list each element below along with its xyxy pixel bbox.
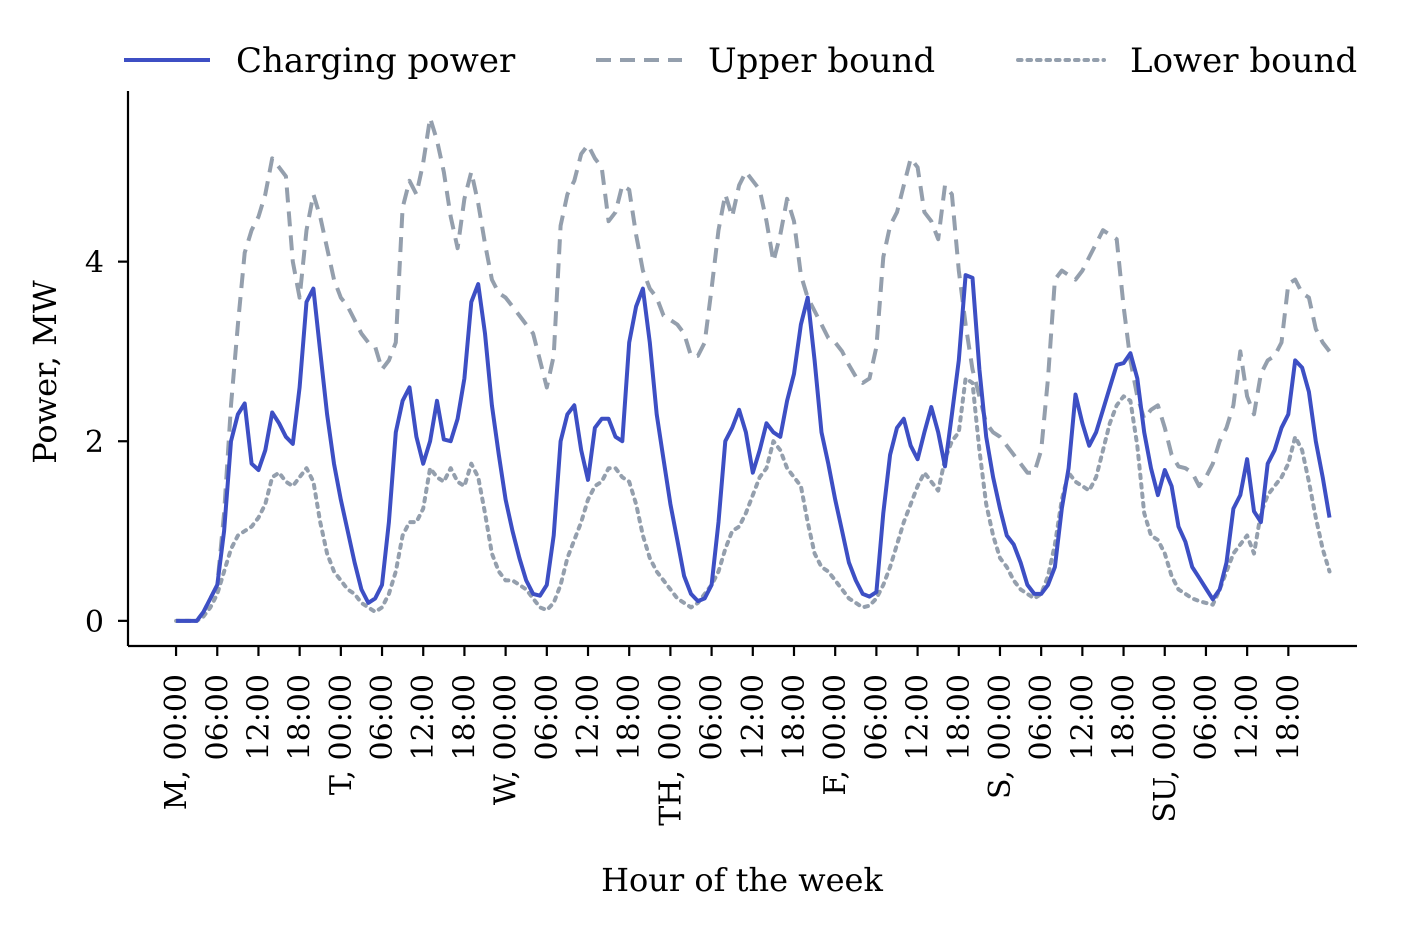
x-tick-label: 06:00 xyxy=(695,674,730,760)
y-axis-ticks: 0 2 4 xyxy=(85,246,128,640)
x-tick-label: 18:00 xyxy=(777,674,812,760)
x-tick-label: 06:00 xyxy=(530,674,565,760)
series-line-charging-power xyxy=(176,273,1332,623)
axes xyxy=(126,91,1357,648)
x-tick-label: 18:00 xyxy=(1271,674,1306,760)
legend-label: Lower bound xyxy=(1130,41,1357,81)
legend: Charging power Upper bound Lower bound xyxy=(124,41,1357,81)
x-tick-label: 18:00 xyxy=(612,674,647,760)
x-tick-label: 18:00 xyxy=(447,674,482,760)
x-tick-label: M, 00:00 xyxy=(159,674,194,810)
x-tick-label: 18:00 xyxy=(1107,674,1142,760)
x-axis-title: Hour of the week xyxy=(601,861,883,899)
x-tick-label: 12:00 xyxy=(406,674,441,760)
x-tick-label: 12:00 xyxy=(1065,674,1100,760)
plot-area xyxy=(174,115,1332,623)
x-tick-label: 12:00 xyxy=(736,674,771,760)
x-tick-label: 12:00 xyxy=(1230,674,1265,760)
x-tick-label: 12:00 xyxy=(242,674,277,760)
x-tick-label: 06:00 xyxy=(1189,674,1224,760)
x-tick-label: F, 00:00 xyxy=(818,674,853,796)
legend-label: Upper bound xyxy=(708,41,935,81)
x-tick-label: T, 00:00 xyxy=(324,674,359,795)
x-tick-label: SU, 00:00 xyxy=(1148,674,1183,823)
series-line-upper-bound xyxy=(176,115,1332,623)
x-tick-label: 12:00 xyxy=(901,674,936,760)
x-tick-label: 06:00 xyxy=(365,674,400,760)
y-tick-label: 4 xyxy=(85,246,104,281)
y-tick-label: 2 xyxy=(85,425,104,460)
y-axis-title: Power, MW xyxy=(26,280,64,464)
x-tick-label: TH, 00:00 xyxy=(653,674,688,826)
x-tick-label: 06:00 xyxy=(859,674,894,760)
x-tick-label: 18:00 xyxy=(283,674,318,760)
x-tick-label: 06:00 xyxy=(1024,674,1059,760)
x-tick-label: 18:00 xyxy=(942,674,977,760)
legend-label: Charging power xyxy=(236,41,516,81)
x-tick-label: W, 00:00 xyxy=(489,674,524,805)
x-axis-ticks: M, 00:00 06:00 12:00 18:00 T, 00:00 06:00 12:0… xyxy=(159,646,1306,826)
x-tick-label: 06:00 xyxy=(200,674,235,760)
x-tick-label: S, 00:00 xyxy=(983,674,1018,799)
y-tick-label: 0 xyxy=(85,605,104,640)
x-tick-label: 12:00 xyxy=(571,674,606,760)
series-line-lower-bound xyxy=(174,376,1332,623)
